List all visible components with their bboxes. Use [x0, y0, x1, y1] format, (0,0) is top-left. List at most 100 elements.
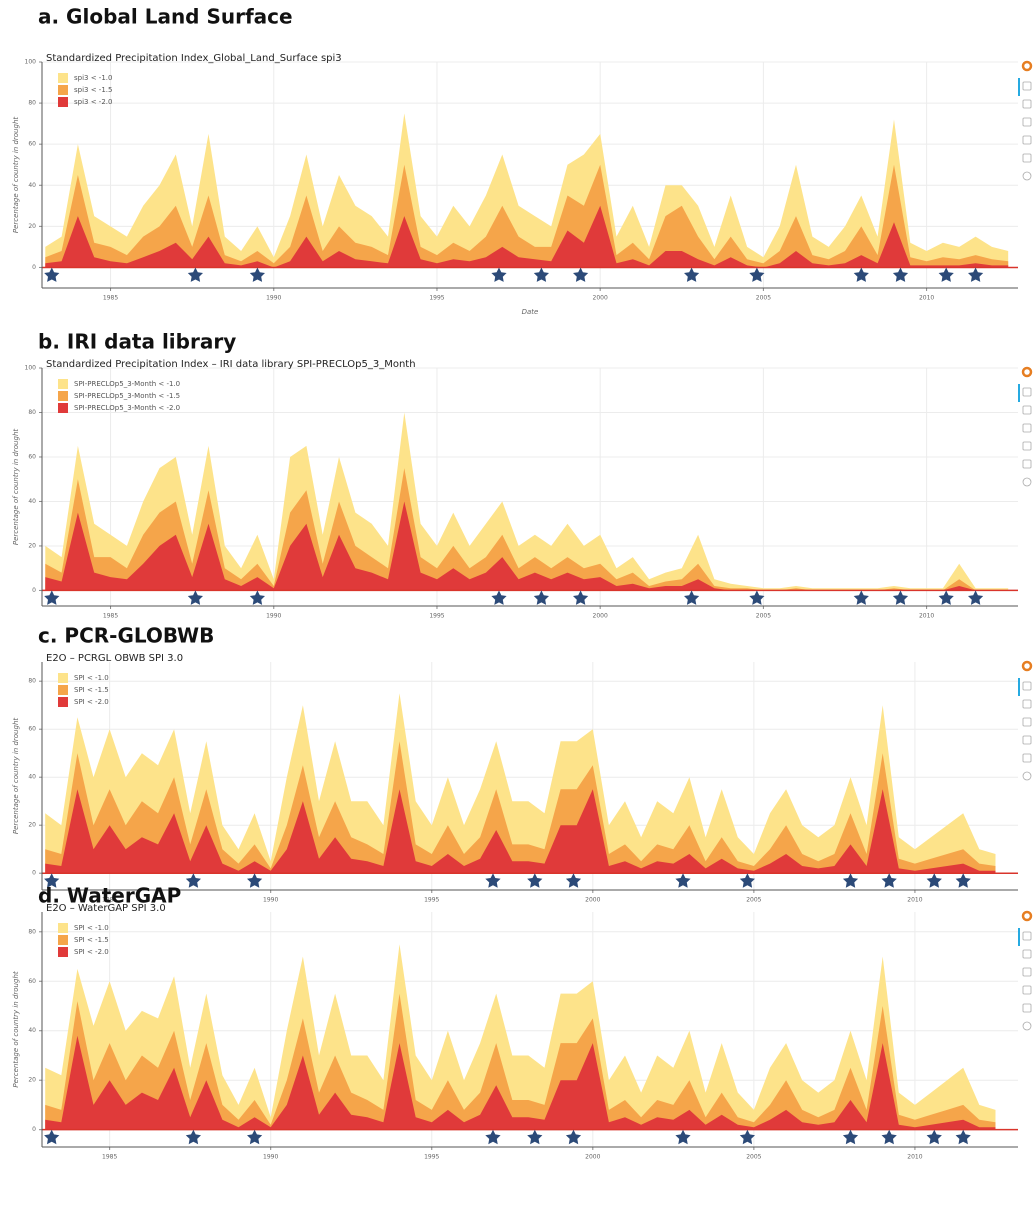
- event-star: [527, 873, 543, 888]
- tool-logo[interactable]: [1021, 60, 1033, 72]
- x-tick-label: 1990: [263, 1154, 278, 1161]
- tool-icon[interactable]: [1022, 753, 1032, 763]
- event-star: [491, 590, 507, 605]
- y-axis-label: Percentage of country in drought: [12, 971, 20, 1088]
- event-star: [675, 1129, 691, 1145]
- tool-icon[interactable]: [1022, 967, 1032, 977]
- event-star: [675, 873, 691, 888]
- chart-panel: c. PCR-GLOBWB 0 20 40 60 80 1985 1990 1995 2000 20…: [12, 624, 1033, 904]
- legend-swatch: [58, 97, 68, 107]
- y-tick-label: 100: [25, 59, 37, 66]
- chart-subtitle: E2O – PCRGL OBWB SPI 3.0: [46, 653, 183, 664]
- x-tick-label: 2010: [907, 1154, 922, 1161]
- event-star: [533, 267, 549, 282]
- y-tick-label: 20: [28, 822, 36, 829]
- tool-logo[interactable]: [1021, 366, 1033, 378]
- tool-icon[interactable]: [1022, 1021, 1032, 1031]
- legend-label: SPI < -1.0: [74, 924, 109, 932]
- event-star: [185, 873, 201, 888]
- event-star: [892, 590, 909, 605]
- x-tick-label: 1995: [429, 295, 444, 302]
- y-tick-label: 0: [32, 870, 36, 877]
- chart-title: b. IRI data library: [38, 330, 236, 354]
- x-tick-label: 2010: [919, 295, 934, 302]
- legend-swatch: [58, 697, 68, 707]
- y-tick-label: 80: [28, 100, 36, 107]
- tool-icon[interactable]: [1022, 81, 1032, 91]
- drought-area: [45, 205, 1009, 268]
- legend-label: SPI < -1.0: [74, 674, 109, 682]
- tool-icon[interactable]: [1022, 405, 1032, 415]
- tool-icon[interactable]: [1022, 949, 1032, 959]
- y-axis-label: Percentage of country in drought: [12, 429, 20, 546]
- tool-icon[interactable]: [1022, 117, 1032, 127]
- event-star: [684, 590, 700, 605]
- event-star: [565, 1129, 582, 1145]
- event-star: [955, 873, 971, 888]
- event-star: [573, 267, 589, 282]
- tool-icon[interactable]: [1022, 771, 1032, 781]
- event-star: [938, 267, 954, 282]
- tool-icon[interactable]: [1022, 171, 1032, 181]
- x-tick-label: 1995: [429, 613, 444, 620]
- y-tick-label: 20: [28, 223, 36, 230]
- tool-icon[interactable]: [1022, 985, 1032, 995]
- tool-logo[interactable]: [1021, 660, 1033, 672]
- tool-icon[interactable]: [1022, 931, 1032, 941]
- y-tick-label: 20: [28, 1077, 36, 1084]
- event-star: [938, 590, 954, 605]
- event-star: [44, 873, 60, 888]
- event-star: [491, 267, 507, 282]
- event-star: [955, 1129, 971, 1145]
- tool-icon[interactable]: [1022, 1003, 1032, 1013]
- event-star: [881, 1129, 897, 1145]
- chart-panel: d. WaterGAP 0 20 40 60 80 1985 1990 1995 2000 2005…: [12, 884, 1033, 1161]
- y-tick-label: 60: [28, 978, 36, 985]
- y-tick-label: 80: [28, 928, 36, 935]
- event-star: [44, 1129, 60, 1145]
- legend-label: SPI < -1.5: [74, 686, 109, 694]
- event-star: [249, 590, 265, 605]
- event-star: [892, 267, 909, 282]
- event-star: [926, 873, 942, 888]
- tool-icon[interactable]: [1022, 717, 1032, 727]
- y-tick-label: 100: [25, 365, 37, 372]
- event-star: [249, 267, 265, 282]
- tool-icon[interactable]: [1022, 423, 1032, 433]
- tool-icon[interactable]: [1022, 387, 1032, 397]
- tool-icon[interactable]: [1022, 735, 1032, 745]
- y-tick-label: 40: [28, 774, 36, 781]
- event-star: [185, 1129, 201, 1145]
- event-star: [749, 590, 765, 605]
- y-tick-label: 40: [28, 498, 36, 505]
- event-star: [968, 590, 984, 605]
- x-tick-label: 2010: [919, 613, 934, 620]
- x-tick-label: 1995: [424, 897, 439, 904]
- y-tick-label: 20: [28, 542, 36, 549]
- chart-subtitle: E2O – WaterGAP SPI 3.0: [46, 903, 166, 914]
- tool-icon[interactable]: [1022, 681, 1032, 691]
- tool-logo[interactable]: [1021, 910, 1033, 922]
- drought-area: [45, 164, 1009, 268]
- legend-label: SPI < -2.0: [74, 698, 109, 706]
- tool-icon[interactable]: [1022, 477, 1032, 487]
- chart-panel: a. Global Land Surface 0 20 40 60 80 100 1985 19…: [12, 5, 1033, 316]
- tool-icon[interactable]: [1022, 699, 1032, 709]
- legend-swatch: [58, 391, 68, 401]
- tool-icon[interactable]: [1022, 135, 1032, 145]
- legend-swatch: [58, 73, 68, 83]
- event-star: [527, 1129, 543, 1145]
- drought-area: [45, 693, 996, 874]
- tool-icon[interactable]: [1022, 99, 1032, 109]
- event-star: [739, 1129, 755, 1145]
- y-tick-label: 80: [28, 409, 36, 416]
- x-tick-label: 2000: [593, 613, 608, 620]
- tool-icon[interactable]: [1022, 441, 1032, 451]
- event-star: [853, 590, 869, 605]
- event-star: [247, 1129, 263, 1145]
- x-axis-label: Date: [522, 308, 539, 316]
- tool-icon[interactable]: [1022, 459, 1032, 469]
- tool-icon[interactable]: [1022, 153, 1032, 163]
- y-tick-label: 80: [28, 678, 36, 685]
- event-star: [842, 873, 859, 888]
